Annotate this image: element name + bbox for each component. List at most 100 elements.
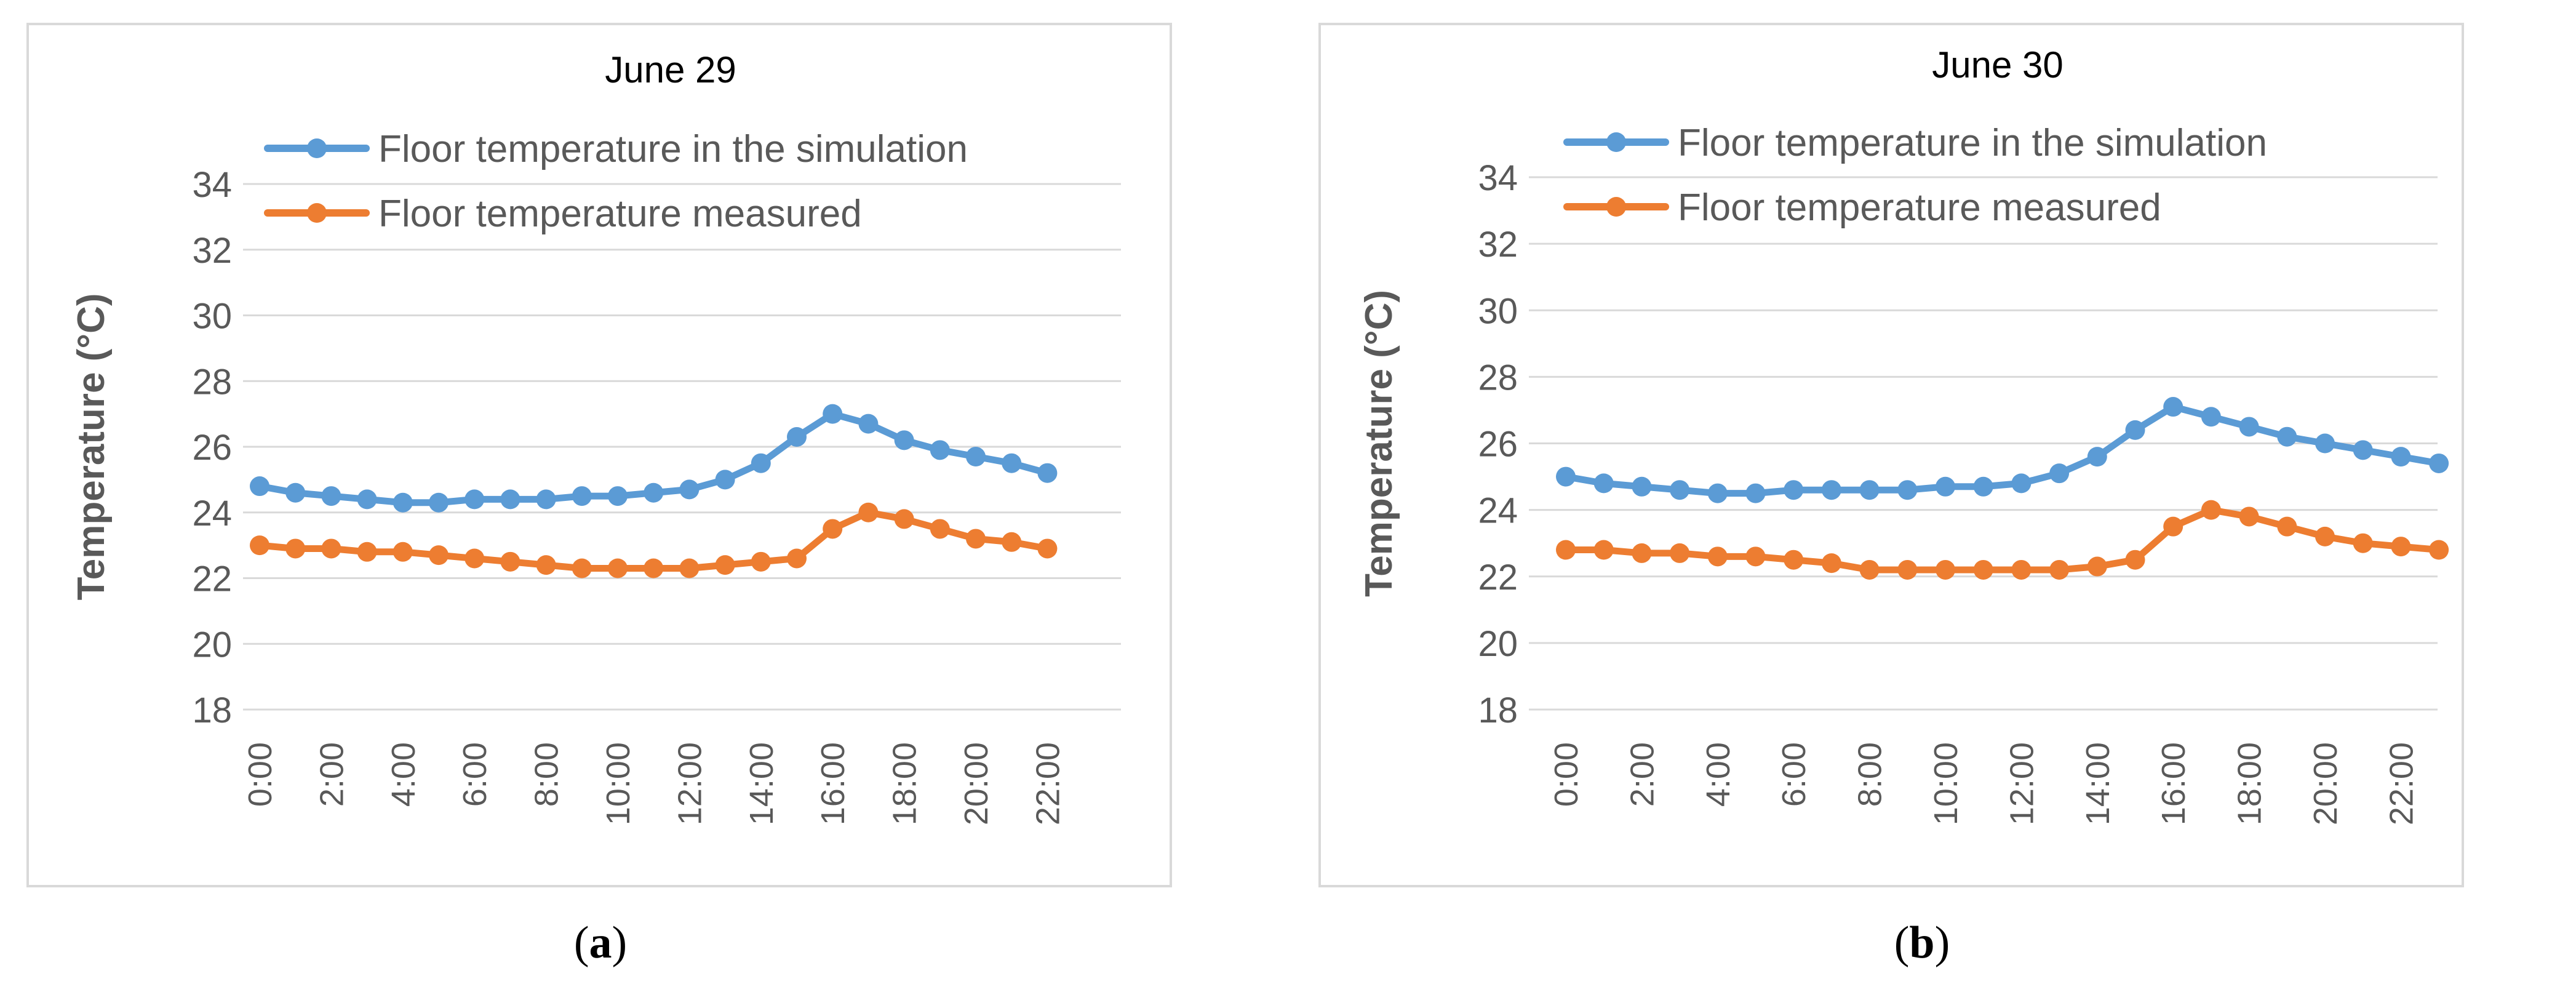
data-point	[823, 519, 843, 539]
data-point	[1707, 546, 1728, 567]
data-point	[1897, 559, 1918, 580]
data-point	[2391, 537, 2411, 557]
data-point	[966, 447, 986, 467]
x-tick-label: 0:00	[1548, 742, 1585, 807]
y-tick-label: 20	[192, 625, 232, 665]
data-point	[2315, 526, 2335, 546]
data-point	[679, 558, 700, 578]
data-point	[858, 502, 879, 522]
x-tick-label: 0:00	[242, 742, 279, 807]
x-tick-label: 8:00	[1852, 742, 1889, 807]
data-point	[2011, 559, 2032, 580]
data-point	[751, 551, 771, 572]
y-tick-label: 34	[1478, 158, 1518, 198]
data-point	[2315, 433, 2335, 454]
y-tick-label: 22	[1478, 558, 1518, 598]
x-tick-label: 22:00	[1029, 742, 1066, 825]
x-tick-label: 10:00	[1928, 742, 1964, 825]
data-point	[966, 529, 986, 549]
data-point	[250, 476, 269, 497]
data-point	[608, 558, 628, 578]
data-point	[1784, 550, 1804, 570]
data-point	[930, 440, 950, 460]
y-tick-label: 30	[192, 297, 232, 337]
data-point	[1593, 473, 1614, 494]
data-point	[1821, 553, 1841, 574]
y-tick-label: 26	[192, 428, 232, 468]
y-tick-label: 24	[1478, 491, 1518, 531]
y-tick-label: 18	[1478, 690, 1518, 730]
y-axis-label: Temperature (°C)	[70, 293, 113, 600]
y-tick-label: 18	[192, 690, 232, 730]
line-chart: June 30 18 20 22 24 26 28 30 32 34 Temperature (°C…	[1358, 44, 2449, 825]
x-tick-label: 20:00	[2307, 742, 2344, 825]
data-point	[1936, 476, 1955, 497]
data-point	[285, 482, 306, 503]
data-point	[1897, 480, 1918, 500]
data-point	[1002, 453, 1022, 473]
data-point	[2163, 397, 2183, 417]
data-point	[930, 519, 950, 539]
data-point	[357, 489, 377, 510]
y-tick-label: 30	[1478, 291, 1518, 331]
y-tick-label: 32	[1478, 225, 1518, 265]
data-point	[2429, 453, 2449, 473]
y-tick-label: 22	[192, 559, 232, 599]
x-tick-label: 18:00	[2231, 742, 2268, 825]
data-point	[1593, 540, 1614, 560]
data-point	[2125, 550, 2145, 570]
x-tick-label: 12:00	[671, 742, 708, 825]
data-point	[285, 538, 306, 559]
x-tick-label: 18:00	[887, 742, 923, 825]
data-point	[2087, 556, 2107, 577]
data-point	[1670, 480, 1690, 500]
y-tick-label: 32	[192, 231, 232, 271]
data-point	[1745, 483, 1766, 503]
y-tick-label: 34	[192, 165, 232, 205]
data-point	[536, 489, 556, 510]
data-point	[1745, 546, 1766, 567]
legend-label: Floor temperature in the simulation	[1678, 122, 2267, 164]
data-point	[2201, 500, 2221, 520]
data-point	[858, 414, 879, 434]
data-point	[536, 555, 556, 575]
data-point	[715, 555, 735, 575]
data-point	[1821, 480, 1841, 500]
y-tick-label: 28	[192, 362, 232, 402]
data-point	[751, 453, 771, 473]
data-point	[644, 558, 664, 578]
legend-label: Floor temperature measured	[1678, 186, 2161, 229]
data-point	[500, 489, 520, 510]
data-point	[1002, 532, 1022, 552]
data-point	[2277, 516, 2297, 537]
data-point	[429, 492, 449, 513]
data-point	[1859, 559, 1880, 580]
data-point	[1632, 476, 1652, 497]
data-point	[393, 542, 413, 562]
data-point	[2353, 440, 2373, 460]
data-point	[1037, 463, 1058, 483]
x-tick-label: 4:00	[385, 742, 422, 807]
data-point	[2239, 506, 2259, 527]
data-point	[2049, 463, 2070, 484]
legend-swatch-marker	[307, 138, 327, 158]
data-point	[715, 470, 735, 490]
data-point	[1784, 480, 1804, 500]
data-point	[321, 486, 341, 506]
data-point	[357, 542, 377, 562]
x-tick-label: 16:00	[815, 742, 851, 825]
chart-panel-june-30: June 30 18 20 22 24 26 28 30 32 34 Temperature (°C…	[1318, 23, 2464, 887]
chart-title: June 29	[605, 49, 736, 90]
data-point	[1670, 543, 1690, 563]
legend-label: Floor temperature measured	[378, 193, 862, 235]
data-point	[572, 486, 592, 506]
data-point	[1632, 543, 1652, 563]
x-tick-label: 10:00	[600, 742, 637, 825]
data-point	[1973, 476, 1993, 497]
line-chart: June 29 18 20 22 24 26 28 30 32 34 Temperature (°C…	[70, 49, 1121, 825]
x-tick-label: 2:00	[313, 742, 350, 807]
series-line	[1562, 506, 2442, 574]
x-tick-label: 6:00	[457, 742, 493, 807]
data-point	[894, 430, 914, 450]
data-point	[787, 548, 807, 569]
